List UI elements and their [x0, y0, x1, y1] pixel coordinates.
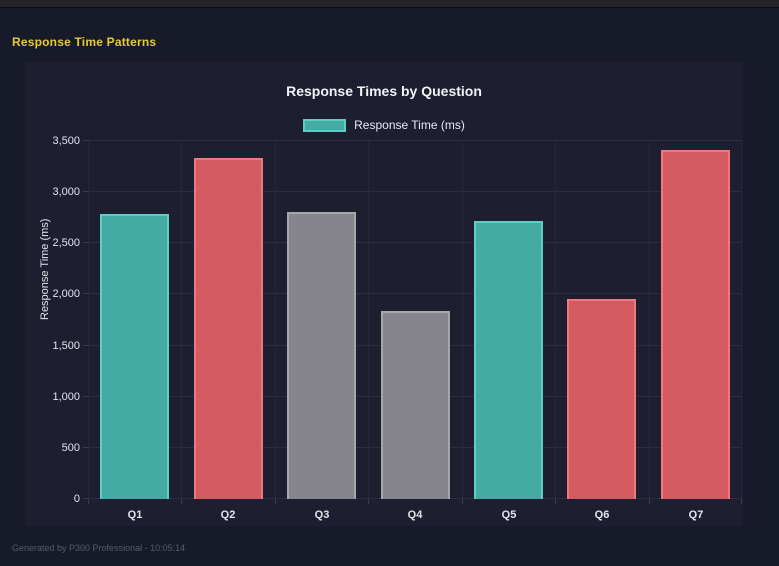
- x-tick-mark: [555, 499, 556, 504]
- y-tick-label: 500: [61, 441, 80, 454]
- legend-swatch-teal: [303, 118, 347, 132]
- x-tick-mark: [368, 499, 369, 504]
- y-gridline: [88, 140, 742, 141]
- bar-q6[interactable]: [567, 299, 636, 499]
- x-tick-label: Q7: [688, 509, 704, 521]
- x-tick-label: Q5: [501, 509, 517, 521]
- x-gridline: [741, 141, 742, 499]
- y-tick-mark: [83, 344, 88, 346]
- x-tick-mark: [275, 499, 276, 504]
- y-tick-mark: [83, 242, 88, 244]
- x-tick-mark: [88, 499, 89, 504]
- x-tick-label: Q2: [220, 509, 236, 521]
- y-tick-mark: [83, 446, 88, 448]
- bar-q4[interactable]: [381, 311, 450, 499]
- plot-area: 0 500 1,000 1,500 2,000 2,500 3,000 3,500 Q1 Q2 Q3…: [39, 135, 742, 521]
- footer-status-text: Generated by P300 Professional - 10:05:1…: [12, 543, 186, 553]
- x-tick-mark: [649, 499, 650, 504]
- y-tick-mark: [83, 191, 88, 193]
- x-tick-label: Q1: [127, 509, 143, 521]
- x-gridline: [88, 141, 89, 499]
- bar-q3[interactable]: [287, 212, 356, 499]
- bar-q5[interactable]: [474, 221, 543, 499]
- chart-title: Response Times by Question: [286, 83, 482, 99]
- x-gridline: [275, 141, 276, 499]
- y-tick-label: 0: [73, 493, 80, 505]
- y-gridline: [88, 191, 742, 193]
- x-gridline: [555, 141, 556, 499]
- x-tick-label: Q4: [407, 509, 423, 521]
- x-tick-mark: [181, 499, 182, 504]
- bar-q7[interactable]: [661, 150, 730, 499]
- x-tick-mark: [462, 499, 463, 504]
- y-tick-label: 2,500: [52, 237, 80, 250]
- y-tick-label: 2,000: [52, 288, 80, 301]
- bar-q2[interactable]: [194, 158, 263, 499]
- x-gridline: [181, 141, 182, 499]
- y-tick-label: 1,500: [52, 339, 80, 352]
- x-tick-mark: [741, 499, 742, 504]
- x-gridline: [368, 141, 369, 499]
- x-gridline: [462, 141, 463, 499]
- y-tick-label: 1,000: [52, 390, 80, 403]
- y-axis-title: Response Time (ms): [39, 218, 51, 320]
- legend-label: Response Time (ms): [354, 118, 465, 132]
- y-tick-label: 3,000: [52, 186, 80, 199]
- y-tick-label: 3,500: [52, 135, 80, 147]
- page-title: Response Time Patterns: [12, 35, 157, 49]
- y-tick-mark: [83, 293, 88, 295]
- chart-panel: Response Times by Question Response Time…: [25, 62, 743, 526]
- x-gridline: [649, 141, 650, 499]
- bar-q1[interactable]: [100, 214, 169, 499]
- y-tick-mark: [83, 395, 88, 397]
- chart-legend[interactable]: Response Time (ms): [25, 118, 743, 132]
- y-tick-mark: [83, 140, 88, 141]
- x-tick-label: Q3: [314, 509, 330, 521]
- y-gridline: [88, 242, 742, 244]
- y-tick-mark: [83, 498, 88, 499]
- window-top-strip: [0, 0, 779, 8]
- x-tick-label: Q6: [594, 509, 610, 521]
- y-gridline: [88, 293, 742, 295]
